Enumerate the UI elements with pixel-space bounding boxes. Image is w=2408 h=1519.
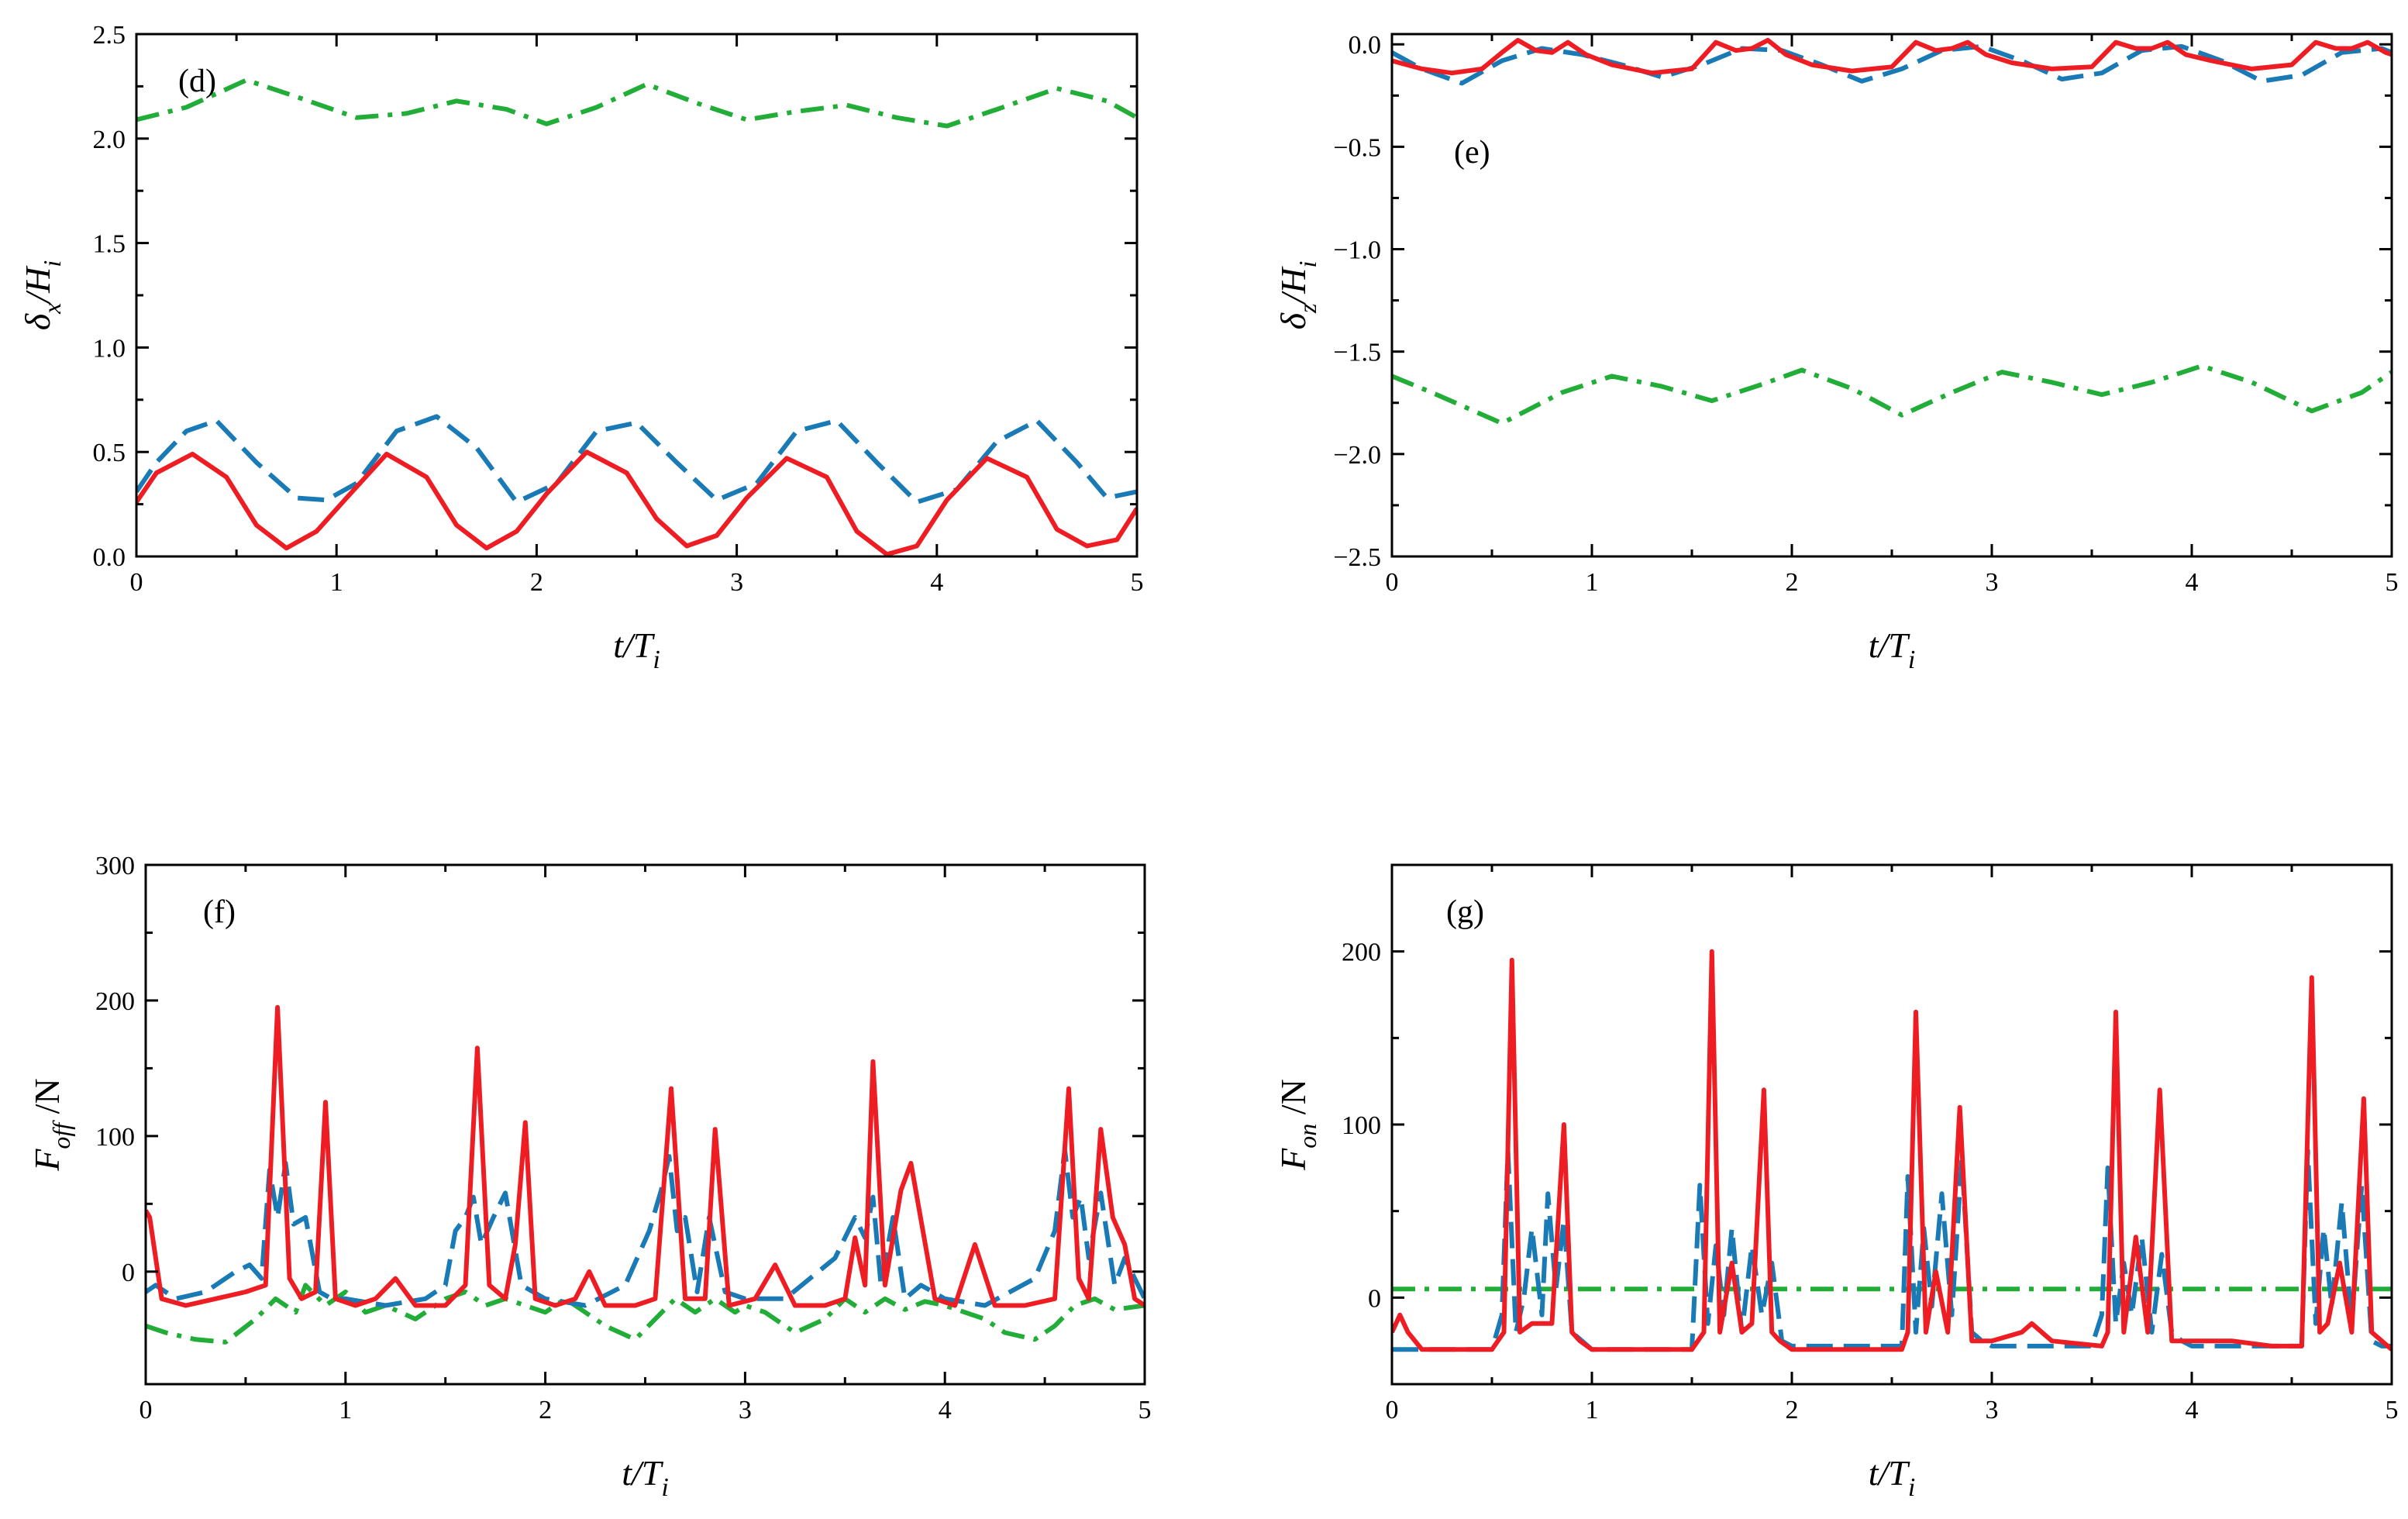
y-axis-title-sub2: i — [38, 260, 66, 267]
x-axis-title-main: t/T — [1869, 625, 1911, 665]
y-axis-title-sub2: i — [1294, 261, 1321, 268]
y-tick-label: 0.0 — [1349, 31, 1382, 60]
x-tick-label: 0 — [140, 1396, 153, 1424]
chart-panel-e: 0 1 2 3 4 5−2.5−2.0−1.5−1.0−0.50.0(e)t/Tiδz/H… — [1273, 31, 2399, 674]
y-axis-title-rest: /N — [1273, 1079, 1313, 1124]
y-tick-label: 1.5 — [93, 230, 126, 259]
y-axis-title-main: δ — [18, 313, 57, 330]
x-tick-label: 5 — [1139, 1396, 1152, 1424]
y-tick-label: −1.5 — [1333, 339, 1381, 367]
series-line-green — [146, 1283, 1145, 1345]
x-axis-title-main: t/T — [1869, 1453, 1911, 1493]
y-tick-label: 100 — [1342, 1111, 1381, 1140]
x-tick-label: 4 — [939, 1396, 952, 1424]
series-group — [1392, 37, 2392, 426]
x-tick-label: 2 — [1786, 1396, 1799, 1424]
series-line-red — [1392, 949, 2392, 1352]
x-axis-title: t/Ti — [1869, 625, 1916, 674]
y-axis-title: δx/Hi — [18, 260, 66, 330]
y-tick-label: 200 — [1342, 939, 1381, 967]
y-axis-title-main: F — [1273, 1148, 1313, 1171]
x-tick-label: 4 — [2186, 568, 2199, 597]
x-axis-title: t/Ti — [622, 1453, 669, 1502]
y-tick-label: −1.0 — [1333, 236, 1381, 265]
y-tick-label: 100 — [95, 1123, 135, 1152]
y-axis-title-rest: /H — [18, 265, 57, 305]
series-line-blue — [136, 414, 1137, 505]
y-axis-title-main: δ — [1273, 312, 1313, 329]
y-tick-label: 0 — [122, 1259, 135, 1287]
panel-label: (e) — [1454, 135, 1490, 170]
x-tick-label: 4 — [2186, 1396, 2199, 1424]
x-tick-label: 0 — [1386, 1396, 1399, 1424]
y-tick-label: −0.5 — [1333, 133, 1381, 162]
x-tick-label: 5 — [1131, 568, 1144, 597]
chart-panel-f: 0 1 2 3 4 5 0 100 200 300 (f) t/Ti Foff /N — [27, 852, 1152, 1502]
x-tick-label: 2 — [1786, 568, 1799, 597]
series-line-blue — [1392, 1148, 2392, 1352]
series-group — [146, 1004, 1145, 1345]
y-axis-title-sub: off — [47, 1120, 75, 1149]
y-axis-title: Fon /N — [1273, 1079, 1321, 1171]
x-tick-label: 1 — [1586, 568, 1599, 597]
chart-panel-g: 0 1 2 3 4 5 0 100 200 (g) t/Ti Fon /N — [1273, 863, 2399, 1502]
x-tick-label: 3 — [739, 1396, 752, 1424]
x-tick-label: 0 — [130, 568, 143, 597]
x-axis-title: t/Ti — [613, 625, 660, 674]
x-axis-title-sub: i — [661, 1473, 668, 1502]
x-axis-title-sub: i — [1908, 646, 1915, 674]
x-tick-label: 0 — [1386, 568, 1399, 597]
y-axis-title-main: F — [27, 1149, 67, 1172]
x-tick-label: 1 — [330, 568, 343, 597]
series-line-red — [136, 450, 1137, 556]
x-tick-label: 1 — [339, 1396, 352, 1424]
series-group — [136, 78, 1137, 556]
series-line-green — [1392, 363, 2392, 426]
x-axis-title-sub: i — [653, 646, 660, 674]
x-tick-label: 3 — [1986, 1396, 1999, 1424]
x-axis-title-sub: i — [1908, 1473, 1915, 1502]
x-axis-title: t/Ti — [1869, 1453, 1916, 1502]
panel-label: (f) — [203, 894, 236, 930]
series-line-red — [146, 1004, 1145, 1308]
y-tick-label: −2.0 — [1333, 441, 1381, 470]
y-axis-title: Foff /N — [27, 1078, 75, 1171]
panel-label: (d) — [178, 64, 216, 99]
series-line-blue — [1392, 43, 2392, 86]
y-axis-title-sub: on — [1294, 1124, 1321, 1149]
y-tick-label: 0 — [1368, 1284, 1381, 1313]
x-tick-label: 1 — [1586, 1396, 1599, 1424]
y-tick-label: −2.5 — [1333, 543, 1381, 572]
x-tick-label: 4 — [930, 568, 943, 597]
y-tick-label: 200 — [95, 987, 135, 1016]
y-axis-title-sub: z — [1294, 303, 1321, 314]
panel-label: (g) — [1446, 894, 1484, 930]
y-tick-label: 2.0 — [93, 126, 126, 154]
y-tick-label: 0.0 — [93, 543, 126, 572]
x-tick-label: 2 — [530, 568, 543, 597]
plot-frame — [1390, 33, 2393, 558]
y-axis-title-rest: /H — [1273, 266, 1313, 306]
series-group — [1392, 949, 2392, 1352]
x-tick-label: 3 — [730, 568, 743, 597]
y-axis-title-rest: /N — [27, 1078, 67, 1123]
y-axis-title: δz/Hi — [1273, 261, 1321, 330]
x-tick-label: 2 — [539, 1396, 552, 1424]
y-tick-label: 2.5 — [93, 21, 126, 50]
y-tick-label: 1.0 — [93, 334, 126, 363]
x-axis-title-main: t/T — [622, 1453, 664, 1493]
y-tick-label: 300 — [95, 852, 135, 880]
series-line-blue — [146, 1147, 1145, 1308]
series-line-green — [136, 78, 1137, 129]
y-axis-title-sub: x — [38, 303, 66, 315]
y-tick-label: 0.5 — [93, 439, 126, 467]
x-axis-title-main: t/T — [613, 625, 656, 665]
x-tick-label: 5 — [2386, 1396, 2399, 1424]
series-line-red — [1392, 37, 2392, 76]
x-tick-label: 3 — [1986, 568, 1999, 597]
x-tick-label: 5 — [2386, 568, 2399, 597]
